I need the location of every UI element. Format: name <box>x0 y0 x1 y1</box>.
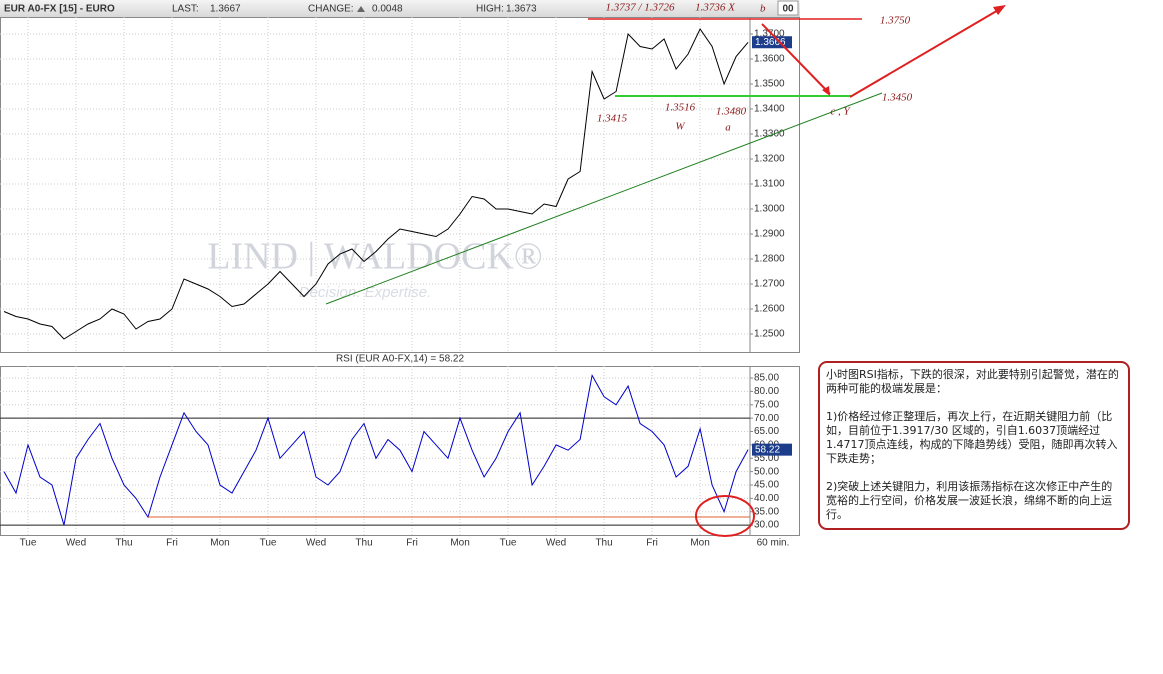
y-tick-label: 80.00 <box>754 386 779 397</box>
y-tick-label: 1.2800 <box>754 254 785 265</box>
x-tick-label: Wed <box>306 538 326 549</box>
annotation: 1.3480 <box>716 106 747 118</box>
x-tick-label: Thu <box>115 538 132 549</box>
y-tick-label: 1.2500 <box>754 329 785 340</box>
y-tick-label: 1.2600 <box>754 304 785 315</box>
annotation: 1.3415 <box>597 113 628 125</box>
up-icon <box>357 6 365 12</box>
annotation: 1.3516 <box>665 102 696 114</box>
change: 0.0048 <box>372 4 403 15</box>
high-label: HIGH: <box>476 4 504 15</box>
symbol: EUR A0-FX [15] - EURO <box>4 4 115 15</box>
comment-box: 小时图RSI指标，下跌的很深，对此要特别引起警觉，潜在的两种可能的极端发展是： … <box>818 361 1130 530</box>
annotation: W <box>675 121 685 133</box>
change-label: CHANGE: <box>308 4 354 15</box>
x-tick-label: Thu <box>355 538 372 549</box>
annotation: 1.3737 / 1.3726 <box>605 2 675 14</box>
annotation: a <box>725 122 731 134</box>
x-tick-label: Fri <box>166 538 178 549</box>
high: 1.3673 <box>506 4 537 15</box>
rsi-circle <box>695 495 755 537</box>
x-tick-label: Tue <box>260 538 277 549</box>
y-tick-label: 1.3200 <box>754 154 785 165</box>
arrow-head <box>822 86 830 96</box>
y-tick-label: 55.00 <box>754 453 779 464</box>
paragraph: 小时图RSI指标，下跌的很深，对此要特别引起警觉，潜在的两种可能的极端发展是： <box>826 368 1119 395</box>
y-tick-label: 1.3300 <box>754 129 785 140</box>
x-tick-label: Fri <box>646 538 658 549</box>
header-box <box>777 0 799 16</box>
y-tick-label: 65.00 <box>754 426 779 437</box>
arrow-up <box>849 8 1001 98</box>
y-tick-label: 70.00 <box>754 413 779 424</box>
y-tick-label: 1.3700 <box>754 29 785 40</box>
watermark-slogan: Decision. Expertise. <box>299 284 432 301</box>
y-tick-label: 35.00 <box>754 506 779 517</box>
y-tick-label: 1.3400 <box>754 104 785 115</box>
y-tick-label: 85.00 <box>754 373 779 384</box>
price-frame <box>0 17 800 353</box>
annotation: 1.3450 <box>882 92 913 104</box>
trend-line <box>325 92 883 305</box>
header-box-text: 00 <box>782 4 794 15</box>
y-tick-label: 1.3600 <box>754 54 785 65</box>
series-line <box>3 373 749 526</box>
arrow-head <box>993 5 1006 15</box>
x-tick-label: Tue <box>500 538 517 549</box>
paragraph: 2)突破上述关键阻力，利用该振荡指标在这次修正中产生的宽裕的上行空间，价格发展一… <box>826 480 1113 521</box>
annotation: 1.3750 <box>880 15 911 27</box>
chart-title: RSI (EUR A0-FX,14) = 58.22 <box>336 354 465 365</box>
x-tick-label: Wed <box>66 538 86 549</box>
last-box <box>752 443 792 456</box>
x-tick-label: Mon <box>450 538 469 549</box>
x-tick-label: Thu <box>595 538 612 549</box>
watermark-brand: LIND | WALDOCK® <box>207 236 543 278</box>
y-tick-label: 1.2700 <box>754 279 785 290</box>
y-tick-label: 1.3100 <box>754 179 785 190</box>
y-tick-label: 1.2900 <box>754 229 785 240</box>
y-tick-label: 75.00 <box>754 399 779 410</box>
last-box-label: 1.3666 <box>755 37 786 48</box>
paragraph: 1)价格经过修正整理后，再次上行，在近期关键阻力前（比如，目前位于1.3917/… <box>826 410 1118 465</box>
x-tick-label: Wed <box>546 538 566 549</box>
series-line <box>3 28 749 340</box>
last-label: LAST: <box>172 4 199 15</box>
x-unit: 60 min. <box>757 538 790 549</box>
last: 1.3667 <box>210 4 241 15</box>
annotation: 1.3736 X <box>695 2 736 14</box>
x-tick-label: Fri <box>406 538 418 549</box>
y-tick-label: 45.00 <box>754 480 779 491</box>
y-tick-label: 40.00 <box>754 493 779 504</box>
y-tick-label: 30.00 <box>754 520 779 531</box>
arrow-down <box>761 23 831 95</box>
y-tick-label: 1.3500 <box>754 79 785 90</box>
x-tick-label: Tue <box>20 538 37 549</box>
y-tick-label: 50.00 <box>754 466 779 477</box>
annotation: c , Y <box>830 106 851 118</box>
last-box-label: 58.22 <box>755 444 780 455</box>
header-bar <box>0 0 800 17</box>
x-tick-label: Mon <box>210 538 229 549</box>
y-tick-label: 1.3000 <box>754 204 785 215</box>
x-tick-label: Mon <box>690 538 709 549</box>
rsi-frame <box>0 366 800 536</box>
wave-label: b <box>760 3 766 15</box>
